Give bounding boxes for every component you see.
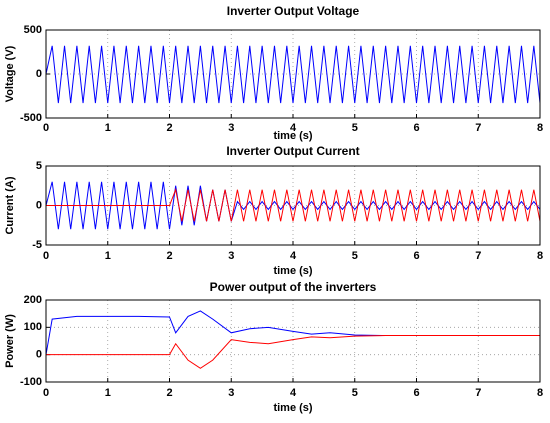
x-tick-label: 4 <box>290 122 297 134</box>
x-tick-label: 8 <box>537 122 543 134</box>
axes-box <box>45 165 541 246</box>
y-tick-label: 0 <box>36 199 42 211</box>
y-tick-label: 100 <box>24 321 42 333</box>
series-line <box>46 187 541 222</box>
chart-title: Power output of the inverters <box>210 280 377 294</box>
chart-title: Inverter Output Voltage <box>227 4 360 18</box>
x-tick-label: 5 <box>352 122 358 134</box>
x-tick-label: 3 <box>228 122 234 134</box>
x-tick-label: 6 <box>413 387 419 399</box>
axes-box <box>45 29 541 119</box>
x-tick-label: 8 <box>537 387 543 399</box>
y-tick-label: -100 <box>20 376 42 388</box>
y-tick-label: 5 <box>36 160 42 172</box>
x-axis-label: time (s) <box>273 265 312 277</box>
x-tick-label: 7 <box>475 387 481 399</box>
series-line <box>46 335 540 369</box>
x-tick-label: 1 <box>105 250 111 262</box>
x-axis-label: time (s) <box>273 402 312 414</box>
x-tick-label: 3 <box>228 250 234 262</box>
x-tick-label: 4 <box>290 250 297 262</box>
x-tick-label: 0 <box>43 250 49 262</box>
y-tick-label: -5 <box>32 239 42 251</box>
y-axis-label: Current (A) <box>4 176 16 234</box>
chart-title: Inverter Output Current <box>226 144 359 158</box>
x-tick-label: 0 <box>43 387 49 399</box>
y-tick-label: 500 <box>24 24 42 36</box>
y-tick-label: 200 <box>24 294 42 306</box>
x-tick-label: 8 <box>537 250 543 262</box>
x-tick-label: 4 <box>290 387 297 399</box>
x-tick-label: 0 <box>43 122 49 134</box>
y-axis-label: Power (W) <box>4 314 16 368</box>
y-tick-label: 0 <box>36 349 42 361</box>
x-tick-label: 1 <box>105 122 111 134</box>
x-tick-label: 7 <box>475 122 481 134</box>
x-axis-label: time (s) <box>273 130 312 142</box>
x-tick-label: 1 <box>105 387 111 399</box>
x-tick-label: 6 <box>413 250 419 262</box>
x-tick-label: 6 <box>413 122 419 134</box>
x-tick-label: 3 <box>228 387 234 399</box>
y-tick-label: 0 <box>36 68 42 80</box>
y-axis-label: Voltage (V) <box>4 45 16 102</box>
y-tick-label: -500 <box>20 112 42 124</box>
series-line <box>45 181 541 230</box>
x-tick-label: 5 <box>352 250 358 262</box>
x-tick-label: 5 <box>352 387 358 399</box>
axes-box <box>45 299 541 383</box>
x-tick-label: 2 <box>166 250 172 262</box>
x-tick-label: 2 <box>166 387 172 399</box>
series-line <box>45 45 541 104</box>
x-tick-label: 7 <box>475 250 481 262</box>
x-tick-label: 2 <box>166 122 172 134</box>
